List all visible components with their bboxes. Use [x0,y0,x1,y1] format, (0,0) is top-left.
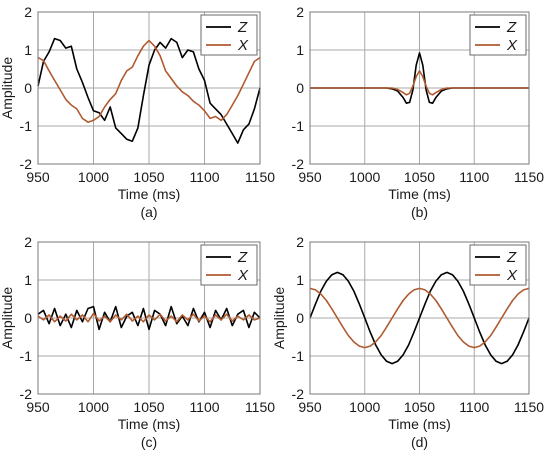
y-tick-label: -1 [20,348,33,364]
legend-box [200,244,258,286]
legend: ZX [469,14,527,56]
panel-caption: (c) [141,434,157,450]
x-tick-label: 1050 [404,399,435,415]
legend-label-x: X [237,37,249,54]
x-axis-label: Time (ms) [118,186,180,202]
y-tick-label: 2 [296,4,304,20]
x-tick-label: 1150 [245,169,275,185]
x-tick-label: 1000 [349,169,380,185]
x-tick-label: 1150 [514,169,544,185]
y-tick-label: 1 [24,42,32,58]
legend-label-z: Z [506,19,517,36]
y-tick-label: -1 [292,348,305,364]
x-axis-label: Time (ms) [388,416,450,432]
x-tick-label: 1050 [404,169,435,185]
y-tick-label: 1 [296,42,304,58]
legend: ZX [200,14,258,56]
y-tick-label: -2 [20,386,33,402]
plot-frame [309,241,530,395]
legend-label-x: X [506,267,518,284]
x-tick-label: 1000 [78,399,109,415]
chart-panel-2: 950 1000 1050 1100 1150 -2 -1 0 1 2 Time (ms) (b) ZX [292,4,545,220]
legend-label-z: Z [506,249,517,266]
series-line-z [37,305,261,331]
series-line-z [310,52,529,104]
plot-frame [309,11,530,165]
x-axis-label: Time (ms) [388,186,450,202]
y-tick-label: -1 [292,118,305,134]
y-tick-label: 2 [24,4,32,20]
legend: ZX [200,244,258,286]
x-axis-label: Time (ms) [118,416,180,432]
y-tick-label: -2 [292,156,305,172]
plot-frame [37,241,261,395]
x-tick-label: 1100 [189,169,219,185]
series-line-x [310,70,529,96]
legend: ZX [469,244,527,286]
y-axis-label: Amplitude [271,287,287,349]
panel-caption: (d) [411,434,428,450]
x-tick-label: 1000 [78,169,109,185]
x-tick-label: 1100 [459,169,489,185]
x-tick-label: 1150 [245,399,275,415]
legend-label-x: X [237,267,249,284]
plot-frame [37,11,261,165]
y-tick-label: 0 [24,80,32,96]
chart-panel-1: 950 1000 1050 1100 1150 -2 -1 0 1 2 Time (ms) Ampli… [0,4,275,220]
x-tick-label: 1000 [349,399,380,415]
series-line-x [37,312,261,323]
x-tick-label: 1050 [133,399,164,415]
x-tick-label: 1100 [189,399,219,415]
y-tick-label: 1 [24,272,32,288]
y-tick-label: 0 [24,310,32,326]
series-line-x [309,287,530,349]
x-tick-label: 950 [298,399,322,415]
series-line-x [37,39,261,123]
y-tick-label: 2 [296,234,304,250]
x-tick-label: 1050 [133,169,164,185]
panel-caption: (a) [140,204,157,220]
panel-caption: (b) [411,204,428,220]
y-tick-label: 2 [24,234,32,250]
y-tick-label: -1 [20,118,33,134]
y-tick-label: 0 [296,310,304,326]
y-tick-label: -2 [20,156,33,172]
x-tick-label: 950 [298,169,322,185]
legend-label-z: Z [237,19,248,36]
legend-label-z: Z [237,249,248,266]
x-tick-label: 950 [26,169,50,185]
series-line-z [309,271,530,365]
y-axis-label: Amplitude [0,57,15,119]
chart-panel-3: 950 1000 1050 1100 1150 -2 -1 0 1 2 Time (ms) Ampli… [0,234,275,450]
y-axis-label: Amplitude [0,287,15,349]
legend-box [200,14,258,56]
legend-box [469,14,527,56]
x-tick-label: 950 [26,399,50,415]
x-tick-label: 1150 [514,399,544,415]
legend-label-x: X [506,37,518,54]
y-tick-label: 1 [296,272,304,288]
legend-box [469,244,527,286]
y-tick-label: 0 [296,80,304,96]
chart-panel-4: 950 1000 1050 1100 1150 -2 -1 0 1 2 Time (ms) Ampli… [271,234,544,450]
y-tick-label: -2 [292,386,305,402]
x-tick-label: 1100 [459,399,489,415]
